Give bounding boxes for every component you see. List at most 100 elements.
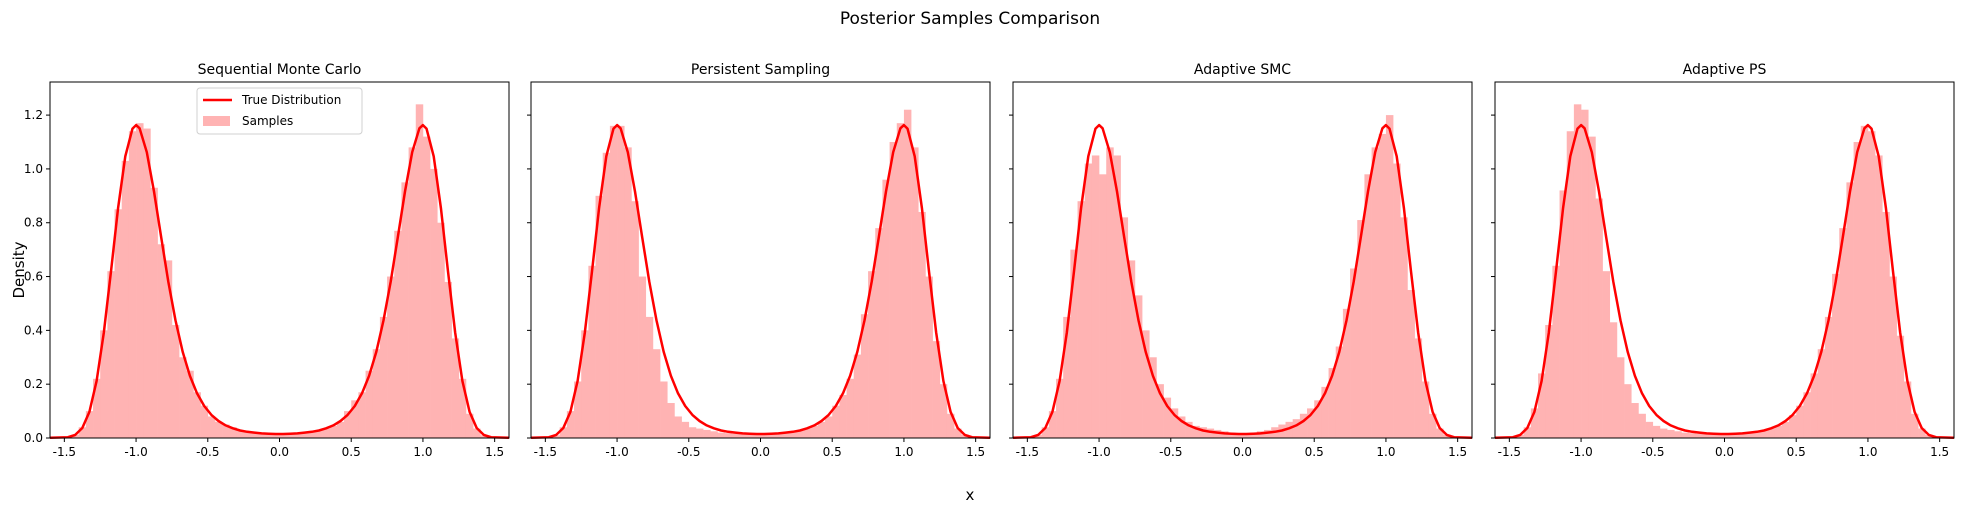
histogram-bar [1638,413,1646,438]
histogram-bar [724,433,733,438]
histogram-bar [1882,211,1890,438]
x-tick-label: 1.5 [966,445,985,459]
histogram-bar [1199,427,1207,438]
histogram-bar [1328,368,1337,438]
histogram-bar [150,187,158,438]
histogram-bar [738,433,747,438]
histogram-bar [1652,425,1661,438]
histogram-bar [1588,136,1596,439]
histogram-bar [1106,147,1114,438]
histogram-bar [236,429,244,438]
histogram-bar [1545,324,1553,438]
panel-title: Adaptive SMC [1194,62,1291,78]
histogram-bar [1846,182,1854,438]
panel-1: Sequential Monte Carlo -1.5 -1.0 -0.5 0.0 0.5… [24,62,510,459]
histogram-bar [1177,416,1186,438]
histogram-bars [64,104,495,439]
histogram-bar [559,427,568,438]
histogram-bar [1034,434,1042,438]
histogram-bar [93,378,101,438]
histogram-bar [667,403,675,438]
histogram-bar [939,384,948,438]
histogram-bar [186,370,194,438]
histogram-bar [1350,268,1358,438]
histogram-bar [1307,408,1315,438]
y-tick-label: 1.0 [24,162,43,176]
histogram-bar [1602,271,1611,438]
histogram-bar [114,209,123,438]
histogram-bar [617,125,625,438]
histogram-bar [229,427,237,438]
histogram-bar [171,324,180,438]
histogram-bar [760,434,768,438]
histogram-bar [1659,428,1668,438]
histogram-bar [896,123,905,438]
histogram-bar [1695,433,1704,438]
y-tick-label: 0.2 [24,377,43,391]
histogram-bar [136,123,144,438]
histogram-bar [257,433,266,438]
histogram-bar [803,428,812,438]
histogram-bar [839,394,847,438]
panel-title: Sequential Monte Carlo [198,62,362,78]
histogram-bar [1789,415,1797,438]
histogram-bar [1091,155,1100,438]
panel-title: Adaptive PS [1683,62,1767,78]
x-axis-label: x [966,486,975,504]
histogram-bar [100,330,108,438]
histogram-bar [1724,434,1732,438]
histogram-bar [1738,433,1747,438]
histogram-bar [1321,386,1329,438]
histogram-bar [444,281,452,438]
histogram-bar [631,201,639,438]
legend-patch-swatch [203,116,230,126]
histogram-bar [1516,434,1524,438]
histogram-bar [954,428,962,438]
histogram-bar [1832,273,1840,438]
x-tick-label: -0.5 [1641,445,1664,459]
y-tick-label: 0.6 [24,270,43,284]
histogram-bar [1702,433,1711,438]
histogram-bar [1810,373,1819,438]
histogram-bar [1400,217,1408,438]
histogram-bar [1875,155,1883,438]
histogram-bar [932,341,941,438]
histogram-bar [1242,433,1250,438]
histogram-bar [946,413,955,438]
histogram-bar [1206,428,1215,438]
histogram-bar [430,168,438,438]
histogram-bar [1056,378,1064,438]
histogram-bar [1925,435,1933,438]
true-distribution-curve [530,123,991,439]
histogram-bar [1149,357,1157,438]
histogram-bar [1796,405,1804,438]
histogram-bar [322,428,331,438]
histogram-bar [143,128,151,439]
x-tick-label: -1.5 [1498,445,1521,459]
true-distribution-curve [49,123,510,439]
histogram-bar [157,244,166,438]
histogram-bar [401,182,409,438]
histogram-bar [853,354,862,438]
histogram-bar [638,276,647,438]
histogram-bar [1767,428,1776,438]
histogram-bar [1530,408,1539,438]
histogram-bar [674,416,682,438]
histogram-bar [1134,295,1143,438]
histogram-bar [1041,427,1050,438]
histogram-bar [574,381,582,438]
histogram-bar [1070,249,1078,438]
histogram-bar [1285,421,1294,438]
histogram-bar [437,222,445,438]
histogram-bar [1774,425,1783,438]
legend-label-samples: Samples [242,114,293,128]
histogram-bar [365,370,374,438]
histogram-bar [1824,316,1833,438]
histogram-bar [1581,109,1589,439]
histogram-bar [1609,322,1618,438]
histogram-bar [717,432,725,438]
histogram-bar [286,433,295,438]
histogram-bar [1436,428,1444,438]
histogram-bar [1342,308,1351,438]
histogram-bar [710,431,718,438]
